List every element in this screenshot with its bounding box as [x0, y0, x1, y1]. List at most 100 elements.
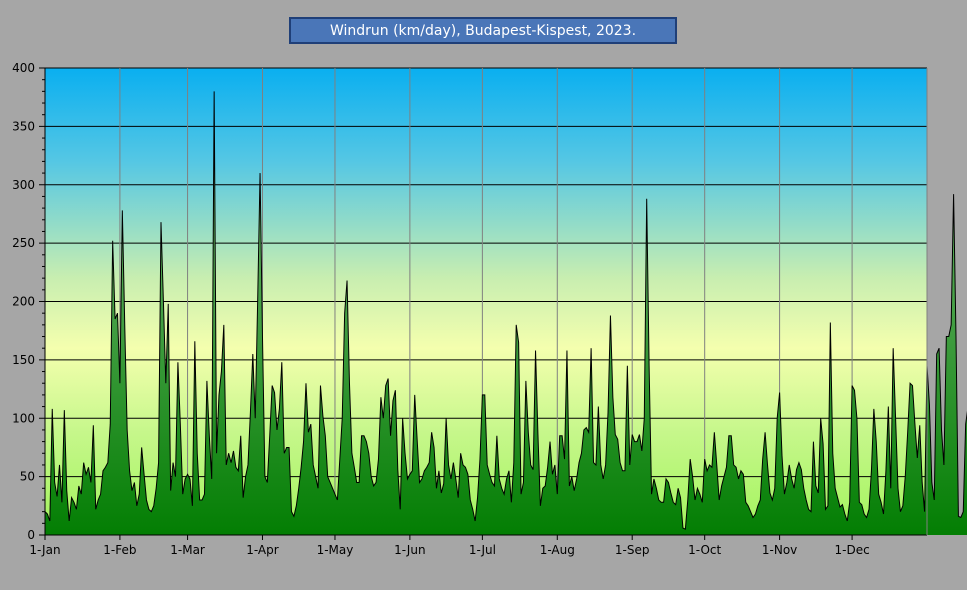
- data-point: [139, 494, 140, 495]
- data-point: [762, 459, 763, 460]
- data-point: [917, 457, 918, 458]
- data-point: [639, 434, 640, 435]
- x-tick-label: 1-Sep: [615, 543, 650, 557]
- data-point: [245, 476, 246, 477]
- data-point: [339, 459, 340, 460]
- data-point: [612, 397, 613, 398]
- data-point: [332, 488, 333, 489]
- data-point: [491, 482, 492, 483]
- data-point: [214, 91, 215, 92]
- y-tick-label: 300: [12, 178, 35, 192]
- data-point: [397, 469, 398, 470]
- data-point: [81, 494, 82, 495]
- x-tick-label: 1-Nov: [762, 543, 797, 557]
- data-point: [204, 494, 205, 495]
- data-point: [296, 505, 297, 506]
- data-point: [61, 502, 62, 503]
- x-tick-label: 1-Aug: [540, 543, 575, 557]
- data-point: [421, 478, 422, 479]
- data-point: [528, 432, 529, 433]
- data-point: [627, 365, 628, 366]
- data-point: [385, 385, 386, 386]
- data-point: [501, 488, 502, 489]
- data-point: [305, 383, 306, 384]
- data-point: [467, 474, 468, 475]
- data-point: [738, 478, 739, 479]
- data-point: [620, 462, 621, 463]
- data-point: [361, 435, 362, 436]
- data-point: [286, 447, 287, 448]
- data-point: [530, 464, 531, 465]
- data-point: [288, 447, 289, 448]
- data-point: [185, 478, 186, 479]
- data-point: [320, 385, 321, 386]
- data-point: [187, 474, 188, 475]
- data-point: [617, 439, 618, 440]
- data-point: [767, 464, 768, 465]
- data-point: [769, 492, 770, 493]
- data-point: [545, 485, 546, 486]
- data-point: [235, 467, 236, 468]
- data-point: [177, 362, 178, 363]
- data-point: [699, 494, 700, 495]
- data-point: [506, 478, 507, 479]
- data-point: [593, 462, 594, 463]
- data-point: [238, 470, 239, 471]
- data-point: [598, 406, 599, 407]
- data-point: [417, 439, 418, 440]
- data-point: [429, 462, 430, 463]
- data-point: [803, 488, 804, 489]
- data-point: [383, 418, 384, 419]
- data-point: [102, 470, 103, 471]
- data-point: [380, 397, 381, 398]
- data-point: [489, 474, 490, 475]
- data-point: [303, 441, 304, 442]
- data-point: [508, 470, 509, 471]
- data-point: [351, 453, 352, 454]
- data-point: [426, 467, 427, 468]
- axes: [39, 67, 928, 540]
- data-point: [938, 348, 939, 349]
- data-point: [678, 488, 679, 489]
- data-point: [581, 453, 582, 454]
- data-point: [54, 482, 55, 483]
- data-point: [98, 499, 99, 500]
- data-point: [496, 435, 497, 436]
- data-point: [226, 464, 227, 465]
- data-point: [494, 485, 495, 486]
- data-point: [131, 490, 132, 491]
- data-point: [317, 488, 318, 489]
- data-point: [890, 488, 891, 489]
- data-point: [876, 441, 877, 442]
- data-point: [965, 423, 966, 424]
- data-point: [148, 509, 149, 510]
- data-point: [871, 470, 872, 471]
- data-point: [322, 415, 323, 416]
- data-point: [774, 488, 775, 489]
- y-tick-label: 250: [12, 236, 35, 250]
- data-point: [690, 459, 691, 460]
- data-point: [707, 470, 708, 471]
- data-point: [670, 492, 671, 493]
- data-point: [603, 478, 604, 479]
- data-point: [815, 485, 816, 486]
- data-point: [864, 513, 865, 514]
- data-point: [114, 318, 115, 319]
- data-point: [554, 464, 555, 465]
- y-tick-label: 200: [12, 295, 35, 309]
- data-point: [680, 497, 681, 498]
- data-point: [349, 383, 350, 384]
- data-point: [313, 464, 314, 465]
- data-point: [484, 394, 485, 395]
- data-point: [912, 385, 913, 386]
- data-point: [868, 509, 869, 510]
- data-point: [839, 506, 840, 507]
- data-point: [404, 453, 405, 454]
- data-point: [719, 499, 720, 500]
- data-point: [107, 462, 108, 463]
- data-point: [402, 418, 403, 419]
- data-point: [477, 497, 478, 498]
- data-point: [460, 453, 461, 454]
- data-point: [141, 447, 142, 448]
- data-point: [552, 474, 553, 475]
